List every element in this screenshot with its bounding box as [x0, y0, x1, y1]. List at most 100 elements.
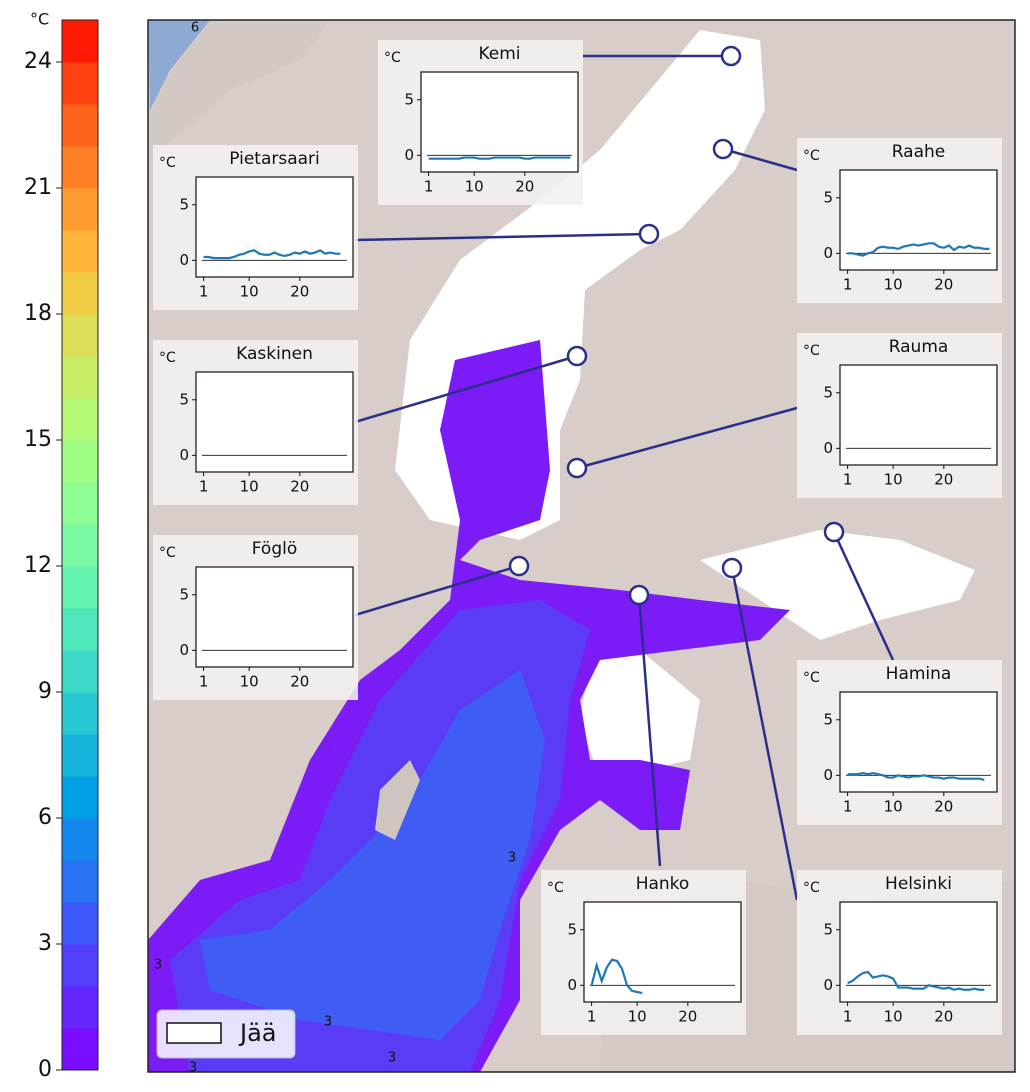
colorbar-band — [62, 272, 98, 315]
y-tick-label: 0 — [179, 446, 189, 464]
station-marker — [823, 521, 845, 543]
colorbar-band — [62, 692, 98, 735]
colorbar-band — [62, 944, 98, 987]
inset-unit: °C — [803, 148, 820, 164]
inset-chart: Pietarsaari °C 0 5 1 10 20 — [153, 145, 358, 310]
y-tick-label: 5 — [567, 920, 577, 938]
y-tick-label: 0 — [823, 976, 833, 994]
inset-title: Föglö — [252, 539, 298, 559]
legend-label: Jää — [238, 1019, 277, 1047]
temperature-line — [428, 156, 571, 160]
y-tick-label: 0 — [404, 146, 414, 164]
x-tick-label: 20 — [290, 283, 309, 301]
colorbar-unit: °C — [30, 10, 49, 29]
x-tick-label: 20 — [678, 1008, 697, 1026]
station-marker — [721, 557, 743, 579]
colorbar-band — [62, 20, 98, 63]
contour-label: 3 — [324, 1015, 332, 1030]
inset-title: Raahe — [892, 142, 946, 162]
colorbar-tick-label: 9 — [38, 679, 52, 704]
colorbar-band — [62, 188, 98, 231]
station-marker — [712, 138, 734, 160]
island — [375, 760, 420, 840]
colorbar-band — [62, 986, 98, 1029]
inset-unit: °C — [159, 350, 176, 366]
inset-plot — [839, 901, 998, 1003]
inset-title: Helsinki — [885, 874, 952, 894]
contour-label: 3 — [154, 958, 162, 973]
station-marker — [566, 457, 588, 479]
x-tick-label: 1 — [843, 276, 853, 294]
colorbar-band — [62, 608, 98, 651]
colorbar-tick-label: 24 — [24, 49, 52, 74]
y-tick-label: 5 — [823, 383, 833, 401]
temperature-line — [590, 958, 643, 995]
contour-label: 6 — [191, 21, 199, 36]
inset-unit: °C — [547, 880, 564, 896]
y-tick-label: 0 — [567, 976, 577, 994]
sea-warm — [200, 670, 545, 1040]
connector — [722, 147, 798, 172]
colorbar-band — [62, 398, 98, 441]
station-marker — [720, 45, 742, 67]
legend-swatch — [166, 1022, 222, 1044]
colorbar-band — [62, 902, 98, 945]
x-tick-label: 10 — [628, 1008, 647, 1026]
x-tick-label: 20 — [934, 798, 953, 816]
temperature-line — [847, 771, 985, 781]
y-tick-label: 5 — [179, 390, 189, 408]
x-tick-label: 20 — [290, 478, 309, 496]
station-marker — [628, 584, 650, 606]
inset-unit: °C — [803, 670, 820, 686]
colorbar-frame — [61, 19, 99, 1071]
inset-chart: Hanko °C 0 5 1 10 20 — [541, 870, 746, 1035]
y-tick-label: 0 — [823, 766, 833, 784]
x-tick-label: 1 — [199, 673, 209, 691]
inset-chart: Kaskinen °C 0 5 1 10 20 — [153, 340, 358, 505]
x-tick-label: 10 — [240, 283, 259, 301]
y-tick-label: 5 — [823, 188, 833, 206]
inset-plot — [195, 176, 354, 278]
connector — [354, 564, 520, 617]
inset-plot — [839, 364, 998, 466]
x-tick-label: 1 — [843, 1008, 853, 1026]
inset-chart: Helsinki °C 0 5 1 10 20 — [797, 870, 1002, 1035]
colorbar-tick-label: 0 — [38, 1057, 52, 1082]
ice — [700, 530, 975, 640]
contour-label: 3 — [388, 1051, 396, 1066]
colorbar-band — [62, 104, 98, 147]
colorbar-tick-label: 6 — [38, 805, 52, 830]
colorbar-band — [62, 734, 98, 777]
connector — [354, 354, 578, 424]
x-tick-label: 1 — [199, 478, 209, 496]
inset-unit: °C — [803, 343, 820, 359]
colorbar-band — [62, 146, 98, 189]
station-marker — [638, 223, 660, 245]
station-marker — [508, 555, 530, 577]
inset-title: Hamina — [886, 664, 952, 684]
x-tick-label: 1 — [843, 471, 853, 489]
inset-unit: °C — [384, 50, 401, 66]
inset-title: Kemi — [478, 44, 520, 64]
inset-chart: Hamina °C 0 5 1 10 20 — [797, 660, 1002, 825]
temperature-line — [203, 249, 341, 260]
colorbar-tick-label: 12 — [24, 553, 52, 578]
connector — [637, 594, 662, 867]
contour-label: 3 — [508, 851, 516, 866]
colorbar-band — [62, 440, 98, 483]
colorbar-band — [62, 62, 98, 105]
inset-chart: Kemi °C 0 5 1 10 20 — [378, 40, 583, 205]
inset-unit: °C — [159, 155, 176, 171]
x-tick-label: 10 — [884, 798, 903, 816]
x-tick-label: 1 — [424, 178, 434, 196]
y-tick-label: 5 — [179, 585, 189, 603]
inset-unit: °C — [803, 880, 820, 896]
x-tick-label: 20 — [515, 178, 534, 196]
colorbar-band — [62, 482, 98, 525]
y-tick-label: 5 — [823, 710, 833, 728]
x-tick-label: 20 — [934, 471, 953, 489]
mountains — [148, 20, 330, 160]
y-tick-label: 0 — [823, 244, 833, 262]
colorbar-band — [62, 524, 98, 567]
